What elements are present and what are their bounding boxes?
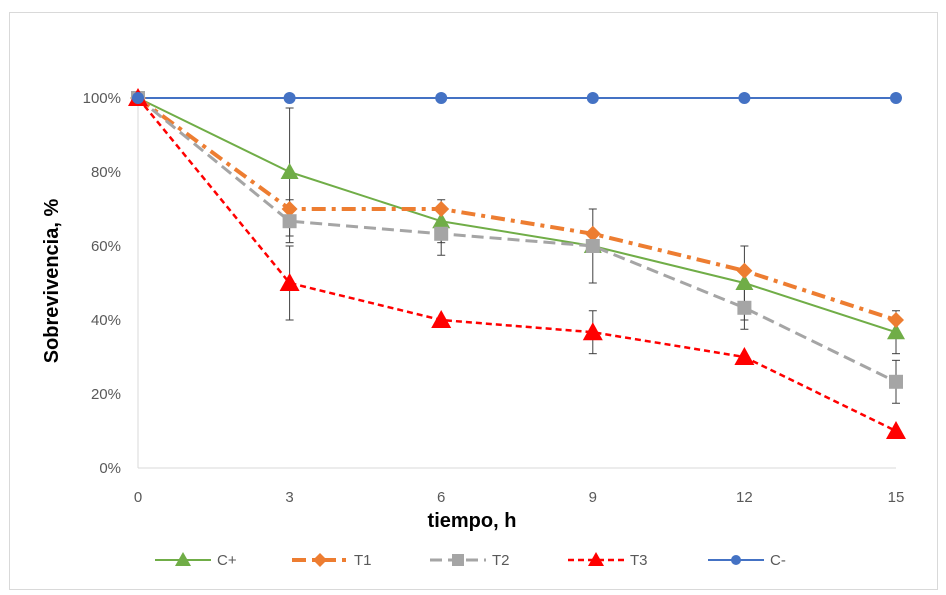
data-point-t3 [279, 273, 300, 291]
data-point-t3 [734, 347, 755, 365]
legend-label-t1: T1 [354, 552, 372, 569]
y-tick-label: 20% [91, 386, 121, 403]
legend-label-t3: T3 [630, 552, 648, 569]
data-point-t2 [282, 214, 297, 229]
legend-label-c: C- [770, 552, 786, 569]
data-point-c [280, 163, 299, 179]
data-point-t2 [434, 226, 449, 241]
legend-marker-t1 [313, 553, 327, 567]
data-point-c [432, 212, 451, 229]
error-bars [285, 107, 900, 404]
x-tick-label: 6 [437, 489, 445, 506]
series-lines [136, 96, 897, 433]
axes [137, 98, 896, 469]
chart-area [9, 12, 938, 590]
data-point-t1 [888, 312, 904, 328]
data-point-c [887, 323, 905, 340]
data-point-t1 [736, 262, 753, 279]
y-tick-label: 0% [99, 460, 121, 477]
legend-marker-t3 [588, 552, 604, 566]
legend-marker-t2 [452, 554, 464, 566]
x-tick-label: 9 [589, 489, 597, 506]
series-markers [128, 88, 906, 439]
data-point-c [132, 92, 144, 104]
data-point-t1 [281, 201, 298, 217]
series-line-c [137, 97, 897, 334]
series-line-t3 [137, 97, 897, 433]
legend-label-t2: T2 [492, 552, 510, 569]
data-point-c [435, 92, 448, 104]
data-point-t2 [737, 300, 752, 315]
data-point-c [283, 92, 296, 104]
x-axis-ticks: 0 3 6 9 12 15 [134, 489, 905, 506]
data-point-c [735, 274, 754, 290]
legend: C+ T1 T2 T3 C- [155, 552, 786, 569]
x-tick-label: 12 [736, 489, 753, 506]
y-axis-ticks: 0% 20% 40% 60% 80% 100% [83, 90, 121, 477]
data-point-c [890, 92, 902, 104]
y-tick-label: 40% [91, 312, 121, 329]
y-tick-label: 60% [91, 238, 121, 255]
y-tick-label: 80% [91, 164, 121, 181]
data-point-c [586, 92, 599, 104]
x-tick-label: 15 [888, 489, 905, 506]
data-point-t1 [433, 201, 450, 217]
data-point-t3 [582, 322, 603, 341]
y-axis-title: Sobrevivencia, % [41, 199, 63, 364]
data-point-t1 [584, 225, 601, 242]
x-axis-title: tiempo, h [428, 510, 517, 532]
legend-label-c: C+ [217, 552, 237, 569]
y-tick-label: 100% [83, 90, 121, 107]
legend-marker-c [731, 555, 741, 565]
x-tick-label: 0 [134, 489, 142, 506]
series-line-t1 [136, 96, 897, 322]
data-point-t3 [886, 421, 906, 439]
data-point-t3 [431, 310, 452, 328]
legend-marker-c [175, 552, 191, 566]
series-line-t2 [137, 96, 897, 384]
data-point-c [738, 92, 751, 104]
data-point-t2 [889, 374, 903, 389]
x-tick-label: 3 [285, 489, 293, 506]
data-point-t2 [585, 239, 600, 253]
